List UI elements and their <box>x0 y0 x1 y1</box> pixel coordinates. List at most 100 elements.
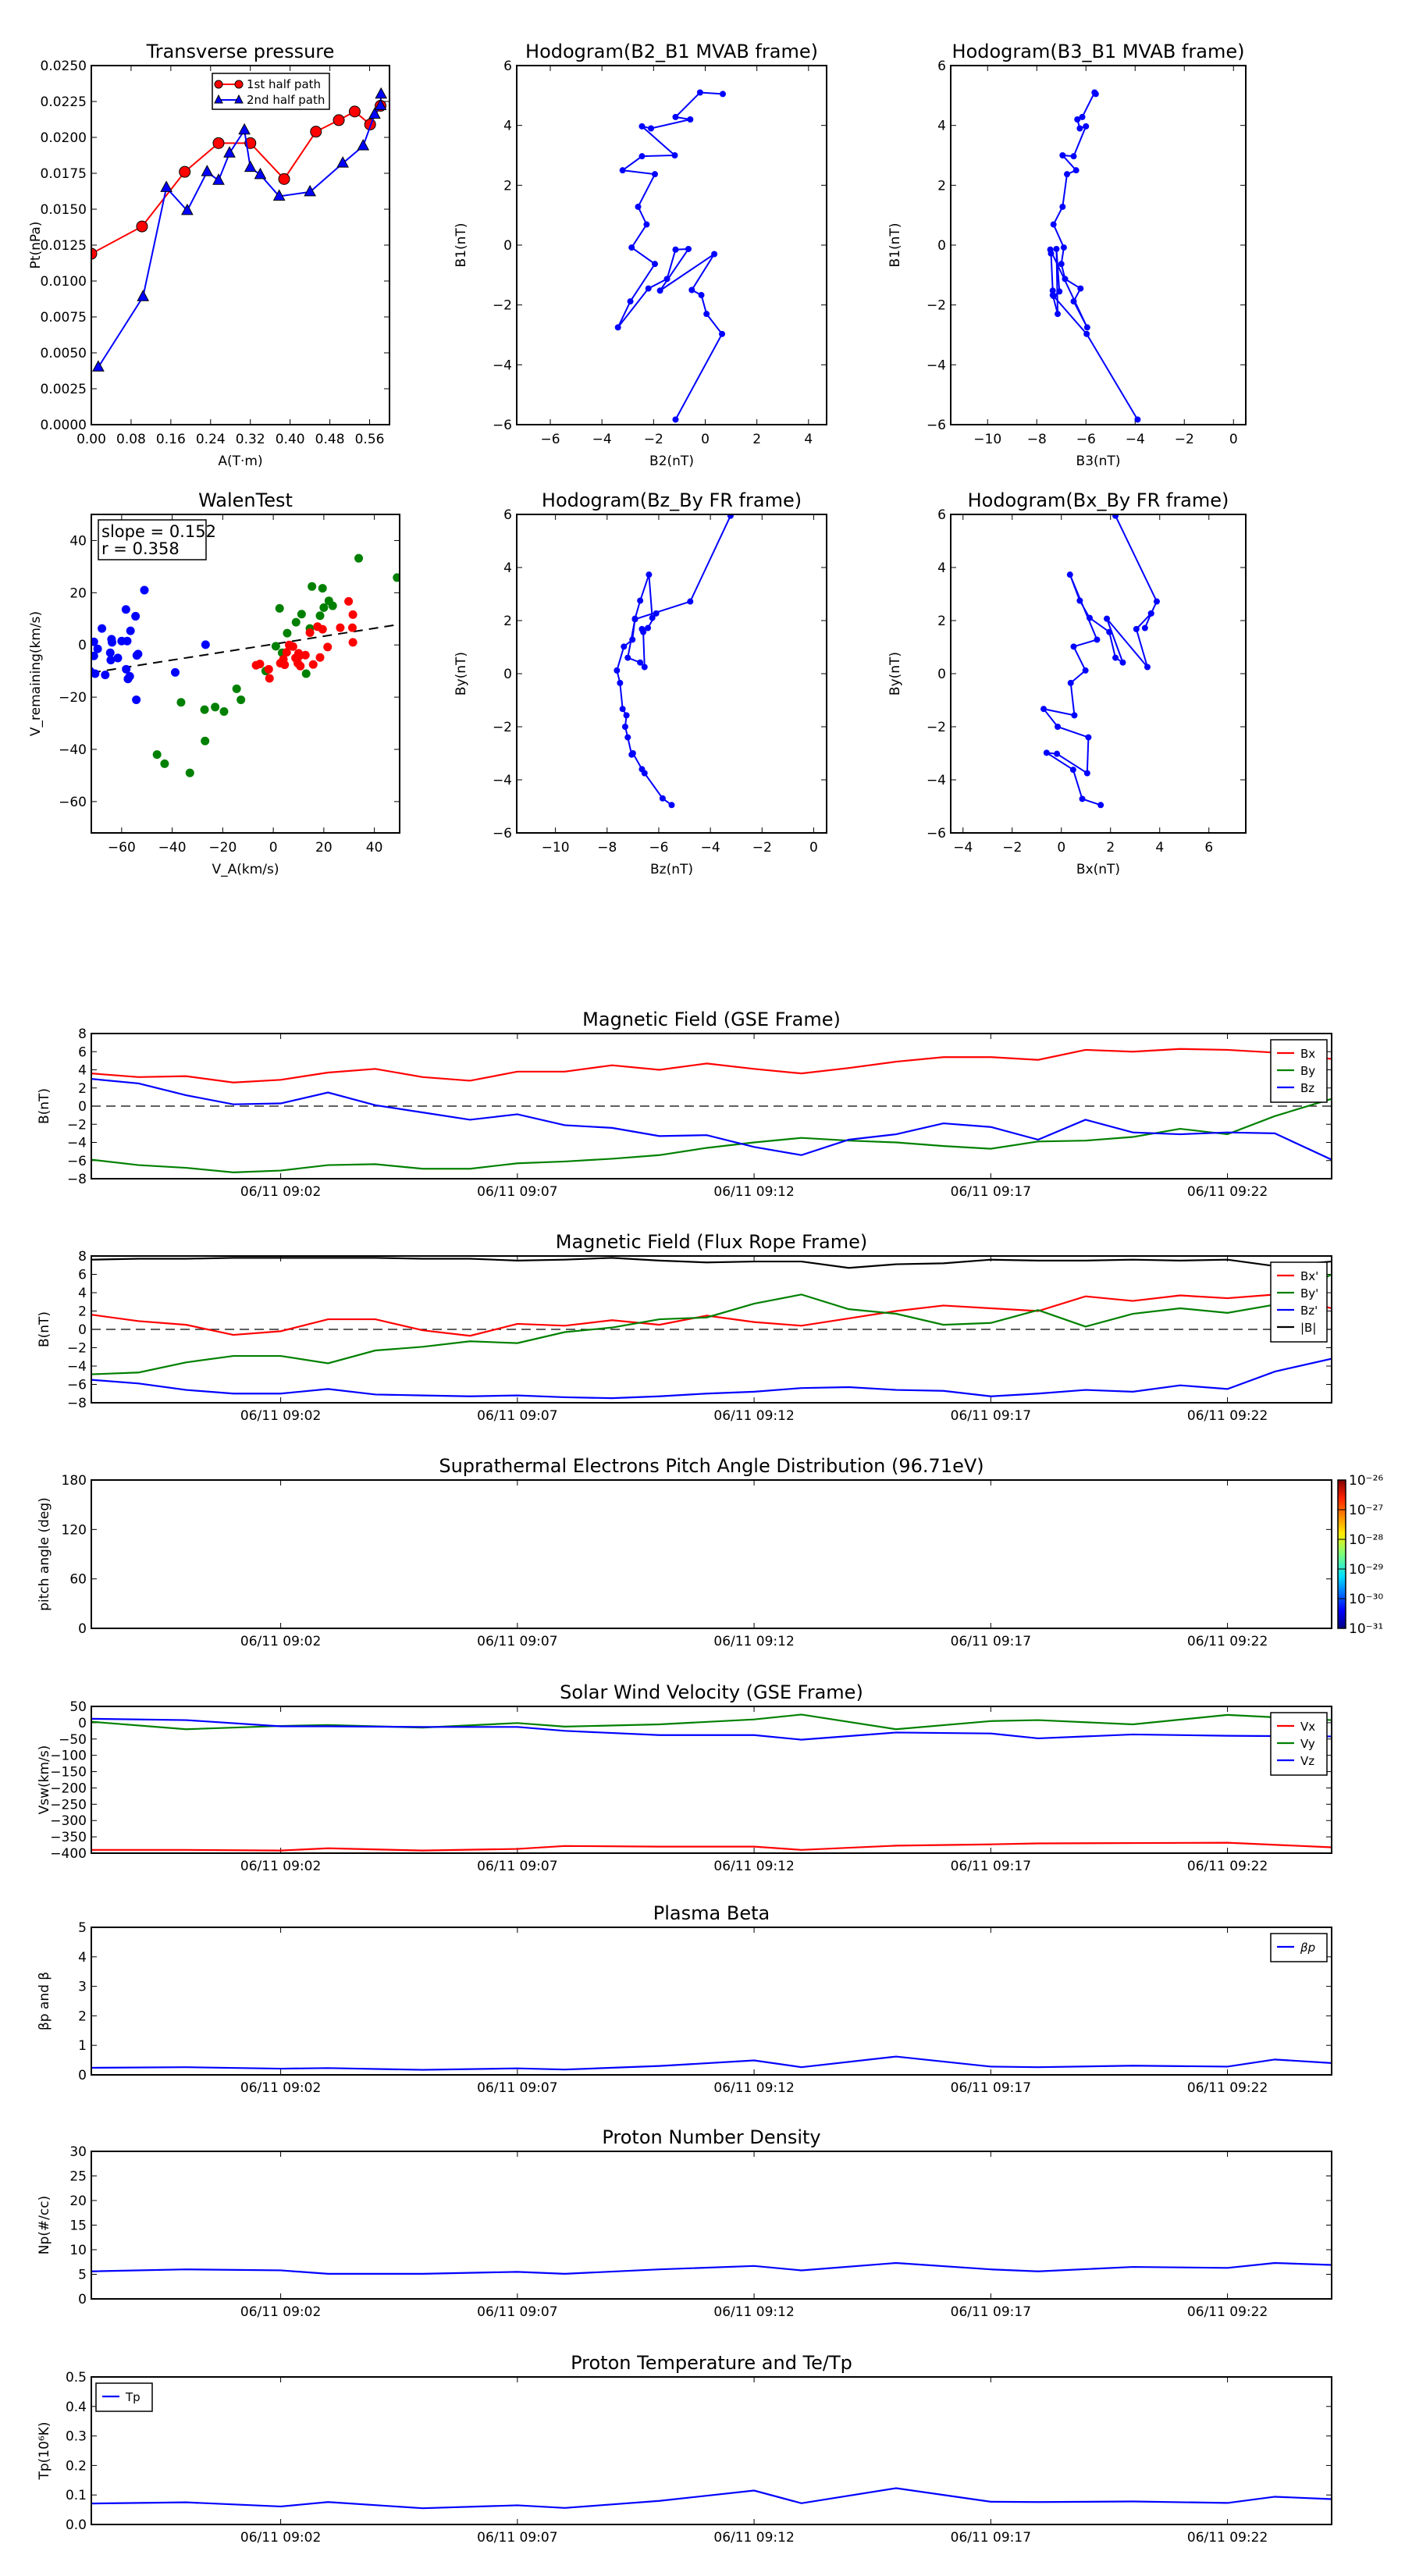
y-tick-label: −2 <box>927 298 946 314</box>
data-point <box>672 246 679 253</box>
scatter-point <box>280 660 290 670</box>
y-tick-label: 0 <box>503 238 512 254</box>
chart-hodogram_b3_b1: Hodogram(B3_B1 MVAB frame) −10 −8 −6 −4 −2 0 −6… <box>887 41 1247 469</box>
scatter-point <box>105 648 115 657</box>
data-point <box>688 286 695 294</box>
chart-proton_temperature: Proton Temperature and Te/Tp 06/11 09:02 0… <box>37 2352 1332 2546</box>
y-tick-label: −8 <box>67 1396 87 1411</box>
data-point <box>638 766 646 773</box>
data-point <box>619 167 626 174</box>
data-point <box>1106 628 1113 635</box>
x-tick-label: 06/11 09:17 <box>951 1859 1031 1874</box>
data-point <box>1083 330 1090 337</box>
plot-area <box>91 2261 1332 2275</box>
plot-area <box>614 89 727 423</box>
data-point <box>651 171 658 178</box>
series-line <box>91 1078 1332 1161</box>
y-tick-label: 0.2 <box>66 2458 87 2474</box>
scatter-point <box>319 603 329 612</box>
scatter-point <box>176 698 186 707</box>
y-tick-label: 4 <box>937 560 946 576</box>
y-tick-label: 3 <box>78 1980 87 1995</box>
data-point <box>623 712 630 719</box>
plot-frame <box>516 65 827 425</box>
data-point <box>375 87 388 99</box>
x-tick-label: 0.56 <box>355 432 385 447</box>
legend-label: |B| <box>1300 1321 1316 1335</box>
series-np <box>91 2261 1332 2275</box>
y-tick-label: 60 <box>69 1572 87 1588</box>
y-tick-label: −4 <box>493 358 512 373</box>
chart-title: Hodogram(Bx_By FR frame) <box>968 489 1229 511</box>
x-tick-label: 0.40 <box>276 432 305 447</box>
data-point <box>659 795 666 802</box>
scatter-point <box>265 674 274 683</box>
series-tp <box>91 2487 1332 2510</box>
scatter-point <box>121 605 130 614</box>
y-tick-label: 8 <box>78 1026 87 1042</box>
y-tick-label: −2 <box>927 720 946 735</box>
scatter-point <box>91 637 98 646</box>
scatter-point <box>91 651 98 660</box>
data-point <box>1082 667 1089 674</box>
series-line <box>1049 91 1139 420</box>
y-tick-label: 30 <box>69 2144 87 2160</box>
y-axis-label: B1(nT) <box>454 223 469 268</box>
data-point <box>92 360 105 372</box>
y-tick-label: 0 <box>937 667 946 682</box>
x-tick-label: 06/11 09:22 <box>1187 1408 1268 1424</box>
data-point <box>333 114 345 126</box>
y-tick-label: 6 <box>503 59 512 74</box>
colorbar-tick-label: 10⁻²⁸ <box>1349 1532 1383 1548</box>
data-point <box>160 180 173 192</box>
y-tick-label: −2 <box>493 298 512 314</box>
plot-frame <box>91 1706 1332 1854</box>
y-tick-label: 0 <box>78 2068 87 2083</box>
x-tick-label: −2 <box>1175 432 1194 447</box>
plot-frame <box>91 2376 1332 2525</box>
y-tick-label: 0.0100 <box>41 274 87 290</box>
y-tick-label: 0.0175 <box>41 166 87 182</box>
y-tick-label: −2 <box>493 720 512 735</box>
x-tick-label: −2 <box>752 840 772 856</box>
data-point <box>1091 89 1098 96</box>
data-point <box>1083 324 1090 331</box>
x-tick-label: −4 <box>592 432 612 447</box>
chart-title: Magnetic Field (Flux Rope Frame) <box>556 1231 867 1253</box>
x-tick-label: 4 <box>1155 840 1164 856</box>
scatter-point <box>132 695 141 704</box>
y-tick-label: −350 <box>50 1830 87 1845</box>
data-point <box>223 146 236 158</box>
data-point <box>181 203 194 215</box>
x-tick-label: 20 <box>315 840 333 856</box>
x-tick-label: 06/11 09:07 <box>477 1634 557 1649</box>
data-point <box>1104 615 1111 622</box>
chart-title: Hodogram(B3_B1 MVAB frame) <box>952 41 1245 62</box>
x-tick-label: 0.16 <box>156 432 186 447</box>
data-point <box>212 137 225 149</box>
scatter-point <box>296 661 305 671</box>
data-point <box>1066 571 1073 578</box>
series-group-1 <box>91 585 210 704</box>
series-line <box>91 1048 1332 1083</box>
y-tick-label: −4 <box>493 773 512 788</box>
x-tick-label: −20 <box>208 840 237 856</box>
scatter-point <box>308 582 317 591</box>
y-tick-label: 0 <box>78 638 87 653</box>
data-point <box>645 285 652 292</box>
scatter-point <box>348 638 357 647</box>
y-tick-label: 8 <box>78 1249 87 1265</box>
data-point <box>653 610 660 617</box>
series-by- <box>91 1273 1332 1375</box>
x-tick-label: 06/11 09:07 <box>477 1184 557 1200</box>
x-axis-label: B3(nT) <box>1076 454 1121 469</box>
x-tick-label: 2 <box>752 432 761 447</box>
data-point <box>703 311 710 318</box>
data-point <box>1058 261 1065 268</box>
y-tick-label: −6 <box>927 418 946 433</box>
y-tick-label: −60 <box>59 795 87 810</box>
x-axis-label: B2(nT) <box>649 454 694 469</box>
series-b2-b1 <box>614 89 727 423</box>
data-point <box>1112 514 1119 519</box>
data-point <box>1085 734 1092 741</box>
